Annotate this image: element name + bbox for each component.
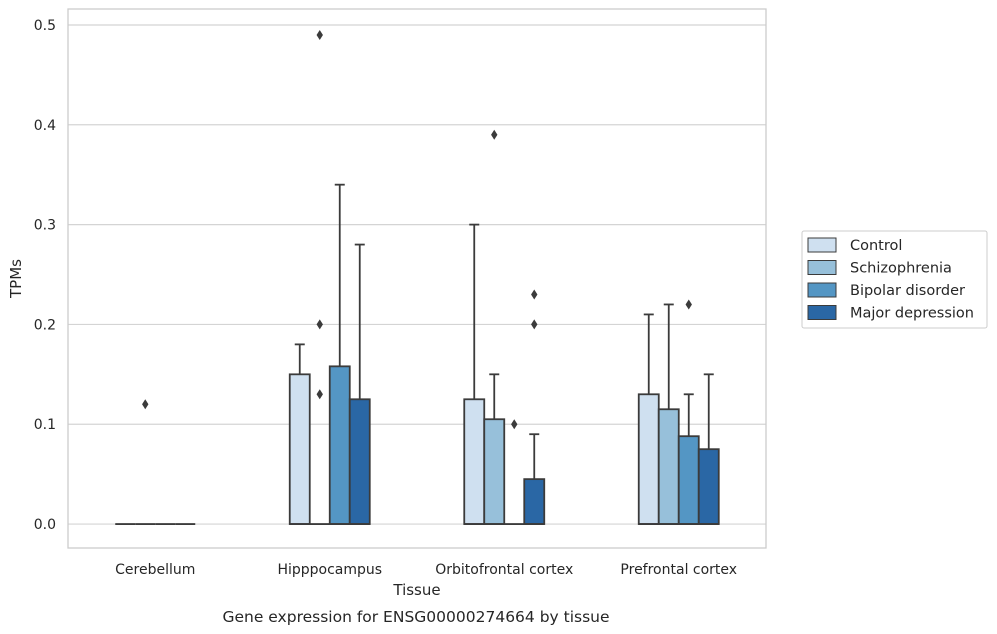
box-major-depression (348, 243, 371, 525)
plot-frame (67, 8, 767, 549)
outlier-point (316, 29, 323, 40)
box-control (463, 223, 486, 525)
y-tick-label: 0.2 (34, 317, 56, 333)
legend-swatch (807, 282, 837, 298)
outlier-point (142, 399, 149, 410)
y-tick-label: 0.1 (34, 417, 56, 433)
box-control (637, 313, 660, 525)
box-schizophrenia (309, 29, 330, 525)
box-body (463, 398, 486, 525)
y-axis-ticks: 0.0 0.1 0.2 0.3 0.4 0.5 (34, 18, 56, 533)
box-schizophrenia (657, 303, 680, 525)
legend-label: Control (850, 238, 902, 254)
plot-boxes (115, 29, 720, 525)
y-tick-label: 0.5 (34, 18, 56, 34)
outlier-point (491, 129, 498, 140)
outlier-point (316, 389, 323, 400)
box-schizophrenia (135, 399, 156, 525)
box-body (637, 393, 660, 525)
outlier-point (316, 319, 323, 330)
outlier-point (531, 289, 538, 300)
box-bipolar-disorder (677, 299, 700, 525)
x-tick-label: Cerebellum (115, 562, 195, 578)
legend-swatch (807, 260, 837, 275)
box-body (677, 435, 700, 525)
y-tick-label: 0.4 (34, 118, 56, 134)
outlier-point (511, 419, 518, 430)
legend-swatch (807, 305, 837, 320)
box-body (697, 448, 720, 525)
box-major-depression (697, 373, 720, 525)
box-major-depression (523, 289, 546, 525)
box-body (328, 365, 351, 525)
box-body (523, 478, 546, 525)
y-tick-label: 0.3 (34, 218, 56, 234)
legend-label: Schizophrenia (850, 261, 952, 277)
chart-caption: Gene expression for ENSG00000274664 by t… (222, 608, 609, 626)
y-axis-label: TPMs (7, 259, 25, 299)
legend-frame (801, 230, 988, 329)
x-axis-label: Tissue (392, 581, 440, 599)
legend: Control Schizophrenia Bipolar disorder Majo… (801, 230, 988, 329)
legend-swatch (807, 237, 837, 253)
y-tick-label: 0.0 (34, 517, 56, 533)
x-tick-label: Prefrontal cortex (620, 562, 737, 578)
box-control (288, 343, 311, 525)
legend-label: Bipolar disorder (850, 283, 965, 299)
box-bipolar-disorder (328, 183, 351, 525)
x-tick-label: Hipppocampus (277, 562, 382, 578)
x-tick-label: Orbitofrontal cortex (435, 562, 573, 578)
box-bipolar-disorder (504, 419, 525, 525)
x-axis-ticks: Cerebellum Hipppocampus Orbitofrontal cort… (115, 562, 737, 578)
box-body (288, 373, 311, 525)
outlier-point (685, 299, 692, 310)
box-body (348, 398, 371, 525)
outlier-point (531, 319, 538, 330)
legend-label: Major depression (850, 306, 974, 322)
box-body (657, 408, 680, 525)
box-body (483, 418, 506, 525)
box-schizophrenia (483, 129, 506, 525)
